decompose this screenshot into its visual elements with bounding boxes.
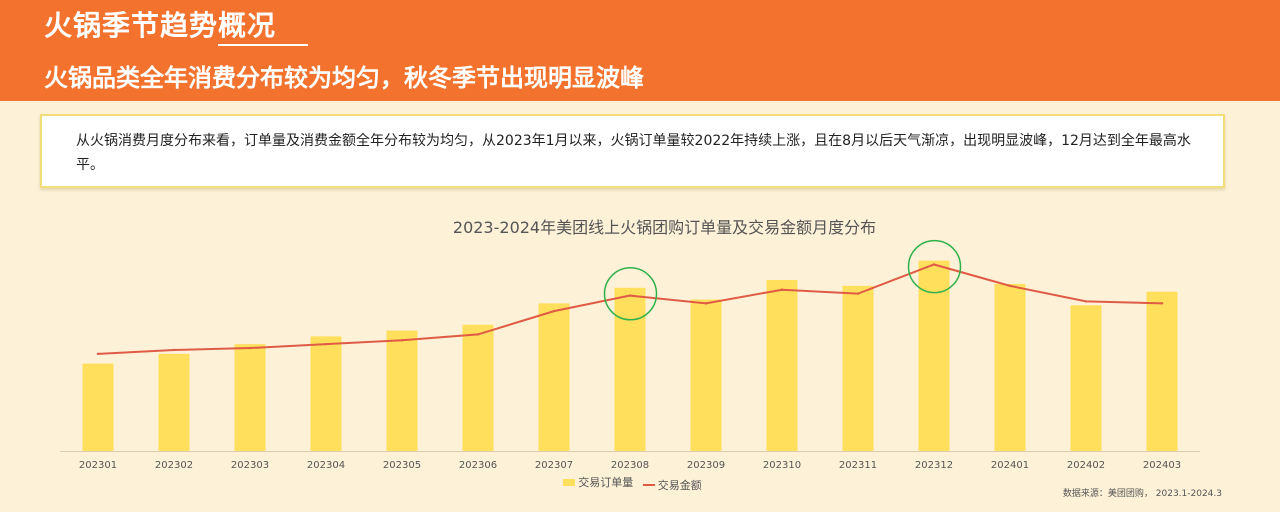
line-point-202401	[1008, 284, 1012, 288]
x-tick-label-202301: 202301	[79, 460, 117, 471]
line-point-202302	[172, 348, 176, 352]
bar-202305	[386, 330, 418, 451]
legend-item-amount[interactable]: 交易金额	[642, 477, 702, 493]
bar-202304	[310, 336, 342, 451]
bar-202402	[1070, 305, 1102, 451]
x-tick-label-202309: 202309	[687, 460, 725, 471]
description-text: 从火锅消费月度分布来看，订单量及消费金额全年分布较为均匀，从2023年1月以来，…	[76, 133, 1191, 173]
line-point-202312	[932, 263, 936, 266]
x-tick-label-202303: 202303	[231, 460, 269, 471]
x-tick-label-202310: 202310	[763, 460, 801, 471]
x-tick-label-202402: 202402	[1067, 460, 1105, 471]
bar-202401	[994, 283, 1026, 451]
page-subtitle: 火锅品类全年消费分布较为均匀，秋冬季节出现明显波峰	[44, 64, 644, 92]
x-tick-label-202305: 202305	[383, 460, 421, 471]
line-point-202402	[1084, 300, 1088, 303]
title-underline	[218, 44, 308, 46]
line-point-202303	[248, 346, 252, 350]
bar-202403	[1146, 291, 1178, 451]
x-tick-label-202308: 202308	[611, 460, 649, 471]
bar-202310	[766, 280, 798, 451]
line-point-202304	[324, 342, 328, 346]
line-point-202306	[476, 333, 480, 336]
bar-202303	[234, 344, 266, 451]
x-tick-label-202304: 202304	[307, 460, 345, 471]
bar-202309	[690, 299, 722, 451]
highlight-circle-202312	[907, 239, 962, 294]
chart-title: 2023-2024年美团线上火锅团购订单量及交易金额月度分布	[452, 218, 877, 237]
x-tick-label-202403: 202403	[1143, 460, 1181, 471]
legend-line-swatch	[642, 483, 655, 486]
highlight-circle-202308	[603, 267, 658, 321]
bar-202302	[158, 353, 190, 451]
x-tick-label-202401: 202401	[991, 460, 1029, 471]
bar-202311	[842, 285, 874, 451]
legend-label-amount: 交易金额	[657, 478, 702, 492]
x-tick-label-202302: 202302	[155, 460, 193, 471]
legend-bar-swatch	[563, 478, 576, 486]
chart-plot: 202301 202302 202303 202304 202305 202306 2023…	[60, 239, 1200, 471]
description-box: 从火锅消费月度分布来看，订单量及消费金额全年分布较为均匀，从2023年1月以来，…	[40, 114, 1225, 188]
bar-202308	[614, 287, 646, 451]
x-tick-label-202307: 202307	[535, 460, 573, 471]
bar-202306	[462, 324, 494, 451]
legend-item-orders[interactable]: 交易订单量	[563, 474, 633, 490]
line-point-202403	[1160, 302, 1164, 305]
x-tick-label-202306: 202306	[459, 460, 497, 471]
line-point-202305	[400, 339, 404, 342]
chart-legend: 交易订单量 交易金额	[0, 474, 1265, 493]
line-point-202310	[780, 288, 784, 291]
x-tick-label-202312: 202312	[915, 460, 953, 471]
bar-202307	[538, 303, 570, 451]
line-point-202311	[856, 292, 860, 295]
page-title: 火锅季节趋势概况	[44, 9, 277, 42]
line-point-202309	[704, 302, 708, 305]
bar-202301	[82, 363, 114, 451]
line-point-202307	[552, 309, 556, 313]
legend-label-orders: 交易订单量	[578, 476, 634, 489]
x-tick-label-202311: 202311	[839, 460, 877, 471]
line-point-202301	[96, 352, 100, 356]
line-point-202308	[628, 294, 632, 297]
header-banner: 火锅季节趋势概况 火锅品类全年消费分布较为均匀，秋冬季节出现明显波峰	[0, 0, 1280, 101]
source-note: 数据来源：美团团购， 2023.1-2024.3	[1062, 489, 1222, 499]
